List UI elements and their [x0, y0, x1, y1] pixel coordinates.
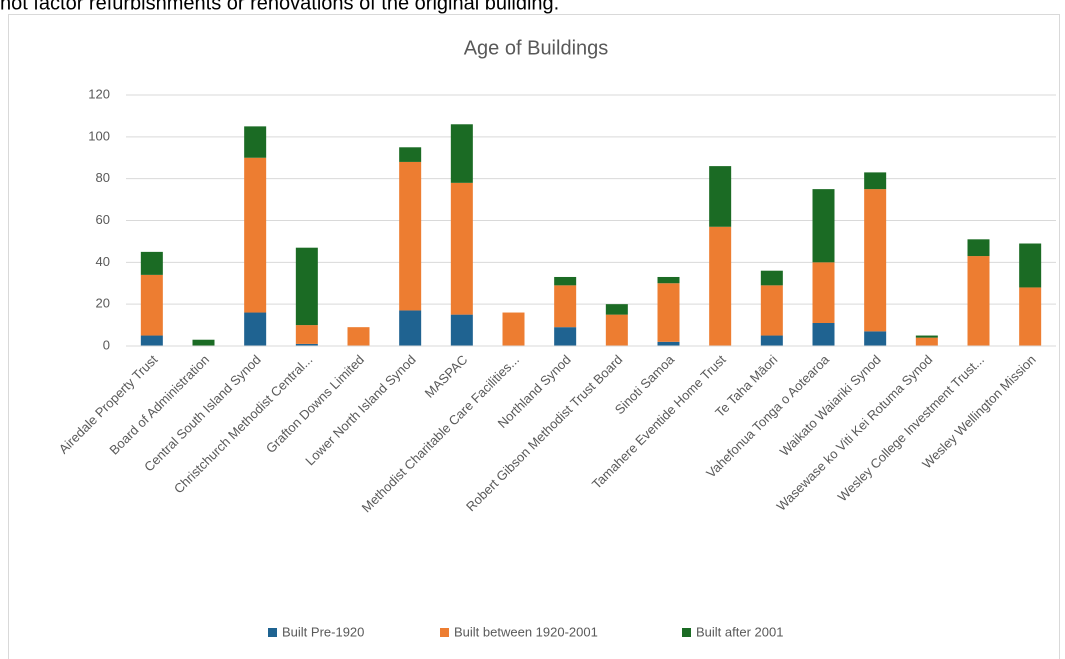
bar-segment	[244, 126, 267, 158]
bar-segment	[554, 285, 577, 328]
bar-segment	[812, 189, 835, 263]
y-tick-label: 60	[96, 212, 110, 227]
bar-segment	[605, 314, 628, 346]
bar-segment	[967, 239, 990, 257]
bar-segment	[709, 166, 732, 227]
bar-segment	[657, 283, 680, 342]
bar-segment	[450, 314, 473, 346]
bar-segment	[812, 262, 835, 323]
bar-segment	[605, 304, 628, 315]
bar-segment	[760, 285, 783, 336]
bar-segment	[399, 147, 422, 162]
bar-segment	[502, 312, 525, 346]
y-tick-label: 0	[103, 337, 110, 352]
bar-segment	[657, 341, 680, 346]
bar-segment	[140, 335, 163, 346]
bar-segment	[554, 327, 577, 346]
y-tick-label: 20	[96, 296, 110, 311]
y-tick-label: 40	[96, 254, 110, 269]
bar-segment	[450, 124, 473, 183]
chart-frame	[8, 14, 1060, 659]
bar-segment	[554, 276, 577, 286]
bar-segment	[295, 325, 318, 344]
bar-segment	[657, 276, 680, 284]
bar-segment	[399, 310, 422, 346]
legend-label: Built after 2001	[696, 624, 783, 639]
bar-segment	[864, 172, 887, 190]
bar-segment	[244, 157, 267, 313]
y-tick-label: 80	[96, 170, 110, 185]
bar-segment	[709, 226, 732, 346]
bar-segment	[450, 182, 473, 315]
bar-segment	[812, 322, 835, 346]
legend-swatch	[268, 628, 277, 637]
bar-segment	[1019, 243, 1042, 288]
legend-label: Built Pre-1920	[282, 624, 364, 639]
bar-segment	[295, 247, 318, 326]
legend-swatch	[682, 628, 691, 637]
bar-segment	[760, 335, 783, 346]
chart-title: Age of Buildings	[464, 37, 609, 59]
bar-segment	[967, 256, 990, 346]
y-tick-label: 100	[88, 128, 110, 143]
caption: not factor refurbishments or renovations…	[0, 0, 559, 14]
legend-label: Built between 1920-2001	[454, 624, 598, 639]
bar-segment	[399, 161, 422, 311]
bar-segment	[1019, 287, 1042, 346]
y-tick-label: 120	[88, 86, 110, 101]
bar-segment	[864, 189, 887, 332]
bar-segment	[760, 270, 783, 286]
bar-segment	[295, 343, 318, 346]
bar-segment	[915, 335, 938, 338]
bar-segment	[192, 339, 215, 346]
bar-segment	[140, 274, 163, 336]
legend-swatch	[440, 628, 449, 637]
bar-segment	[864, 331, 887, 346]
bar-segment	[347, 327, 370, 346]
bar-segment	[915, 337, 938, 346]
bar-segment	[244, 312, 267, 346]
bar-segment	[140, 251, 163, 275]
